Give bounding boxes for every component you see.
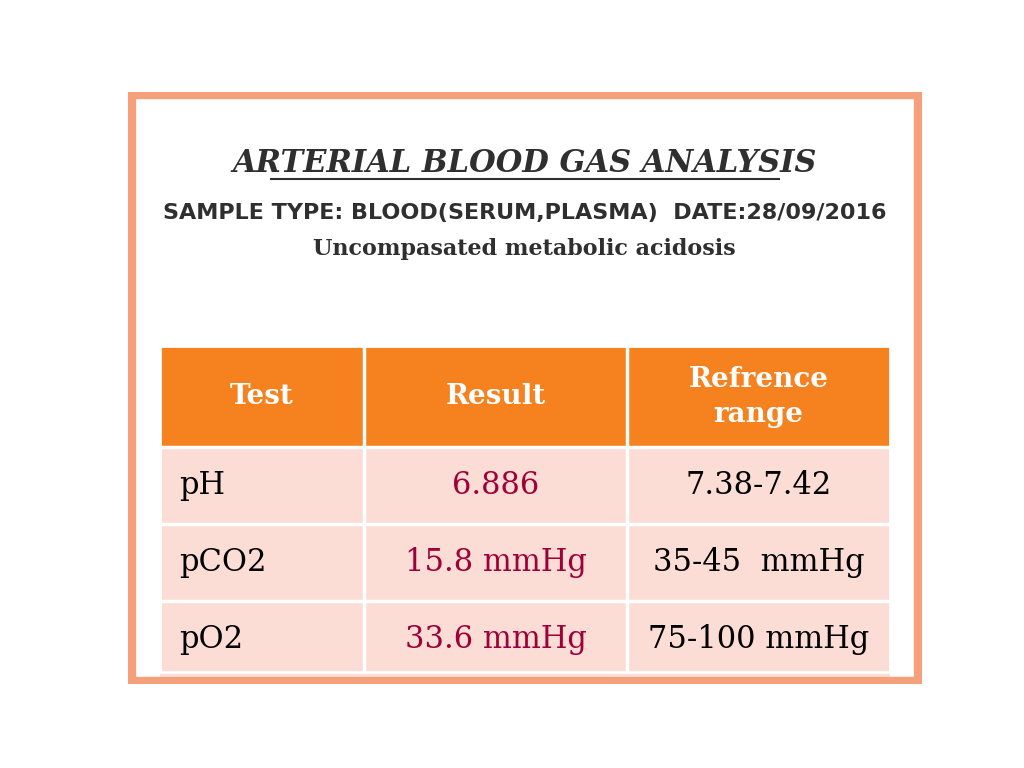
Text: pH: pH	[179, 470, 225, 501]
Bar	[365, 346, 627, 447]
Text: Test: Test	[230, 383, 294, 410]
Text: ARTERIAL BLOOD GAS ANALYSIS: ARTERIAL BLOOD GAS ANALYSIS	[232, 147, 817, 179]
Bar	[160, 601, 365, 677]
Bar	[160, 524, 365, 601]
Text: 6.886: 6.886	[452, 470, 540, 501]
Text: pO2: pO2	[179, 624, 244, 654]
Bar	[627, 601, 890, 677]
Bar	[365, 447, 627, 524]
Text: SAMPLE TYPE: BLOOD(SERUM,PLASMA)  DATE:28/09/2016: SAMPLE TYPE: BLOOD(SERUM,PLASMA) DATE:28…	[163, 204, 887, 223]
Text: 15.8 mmHg: 15.8 mmHg	[404, 547, 587, 578]
Bar	[627, 447, 890, 524]
Bar	[160, 346, 890, 672]
Text: pCO2: pCO2	[179, 547, 267, 578]
Bar	[160, 447, 365, 524]
Bar	[365, 601, 627, 677]
Bar	[160, 346, 365, 447]
Text: 7.38-7.42: 7.38-7.42	[685, 470, 831, 501]
Bar	[365, 524, 627, 601]
Text: 33.6 mmHg: 33.6 mmHg	[404, 624, 587, 654]
Text: Result: Result	[445, 383, 546, 410]
Text: 75-100 mmHg: 75-100 mmHg	[648, 624, 869, 654]
Bar	[627, 524, 890, 601]
Text: Uncompasated metabolic acidosis: Uncompasated metabolic acidosis	[313, 238, 736, 260]
Bar	[627, 346, 890, 447]
Text: Refrence
range: Refrence range	[688, 366, 828, 428]
Text: 35-45  mmHg: 35-45 mmHg	[652, 547, 864, 578]
